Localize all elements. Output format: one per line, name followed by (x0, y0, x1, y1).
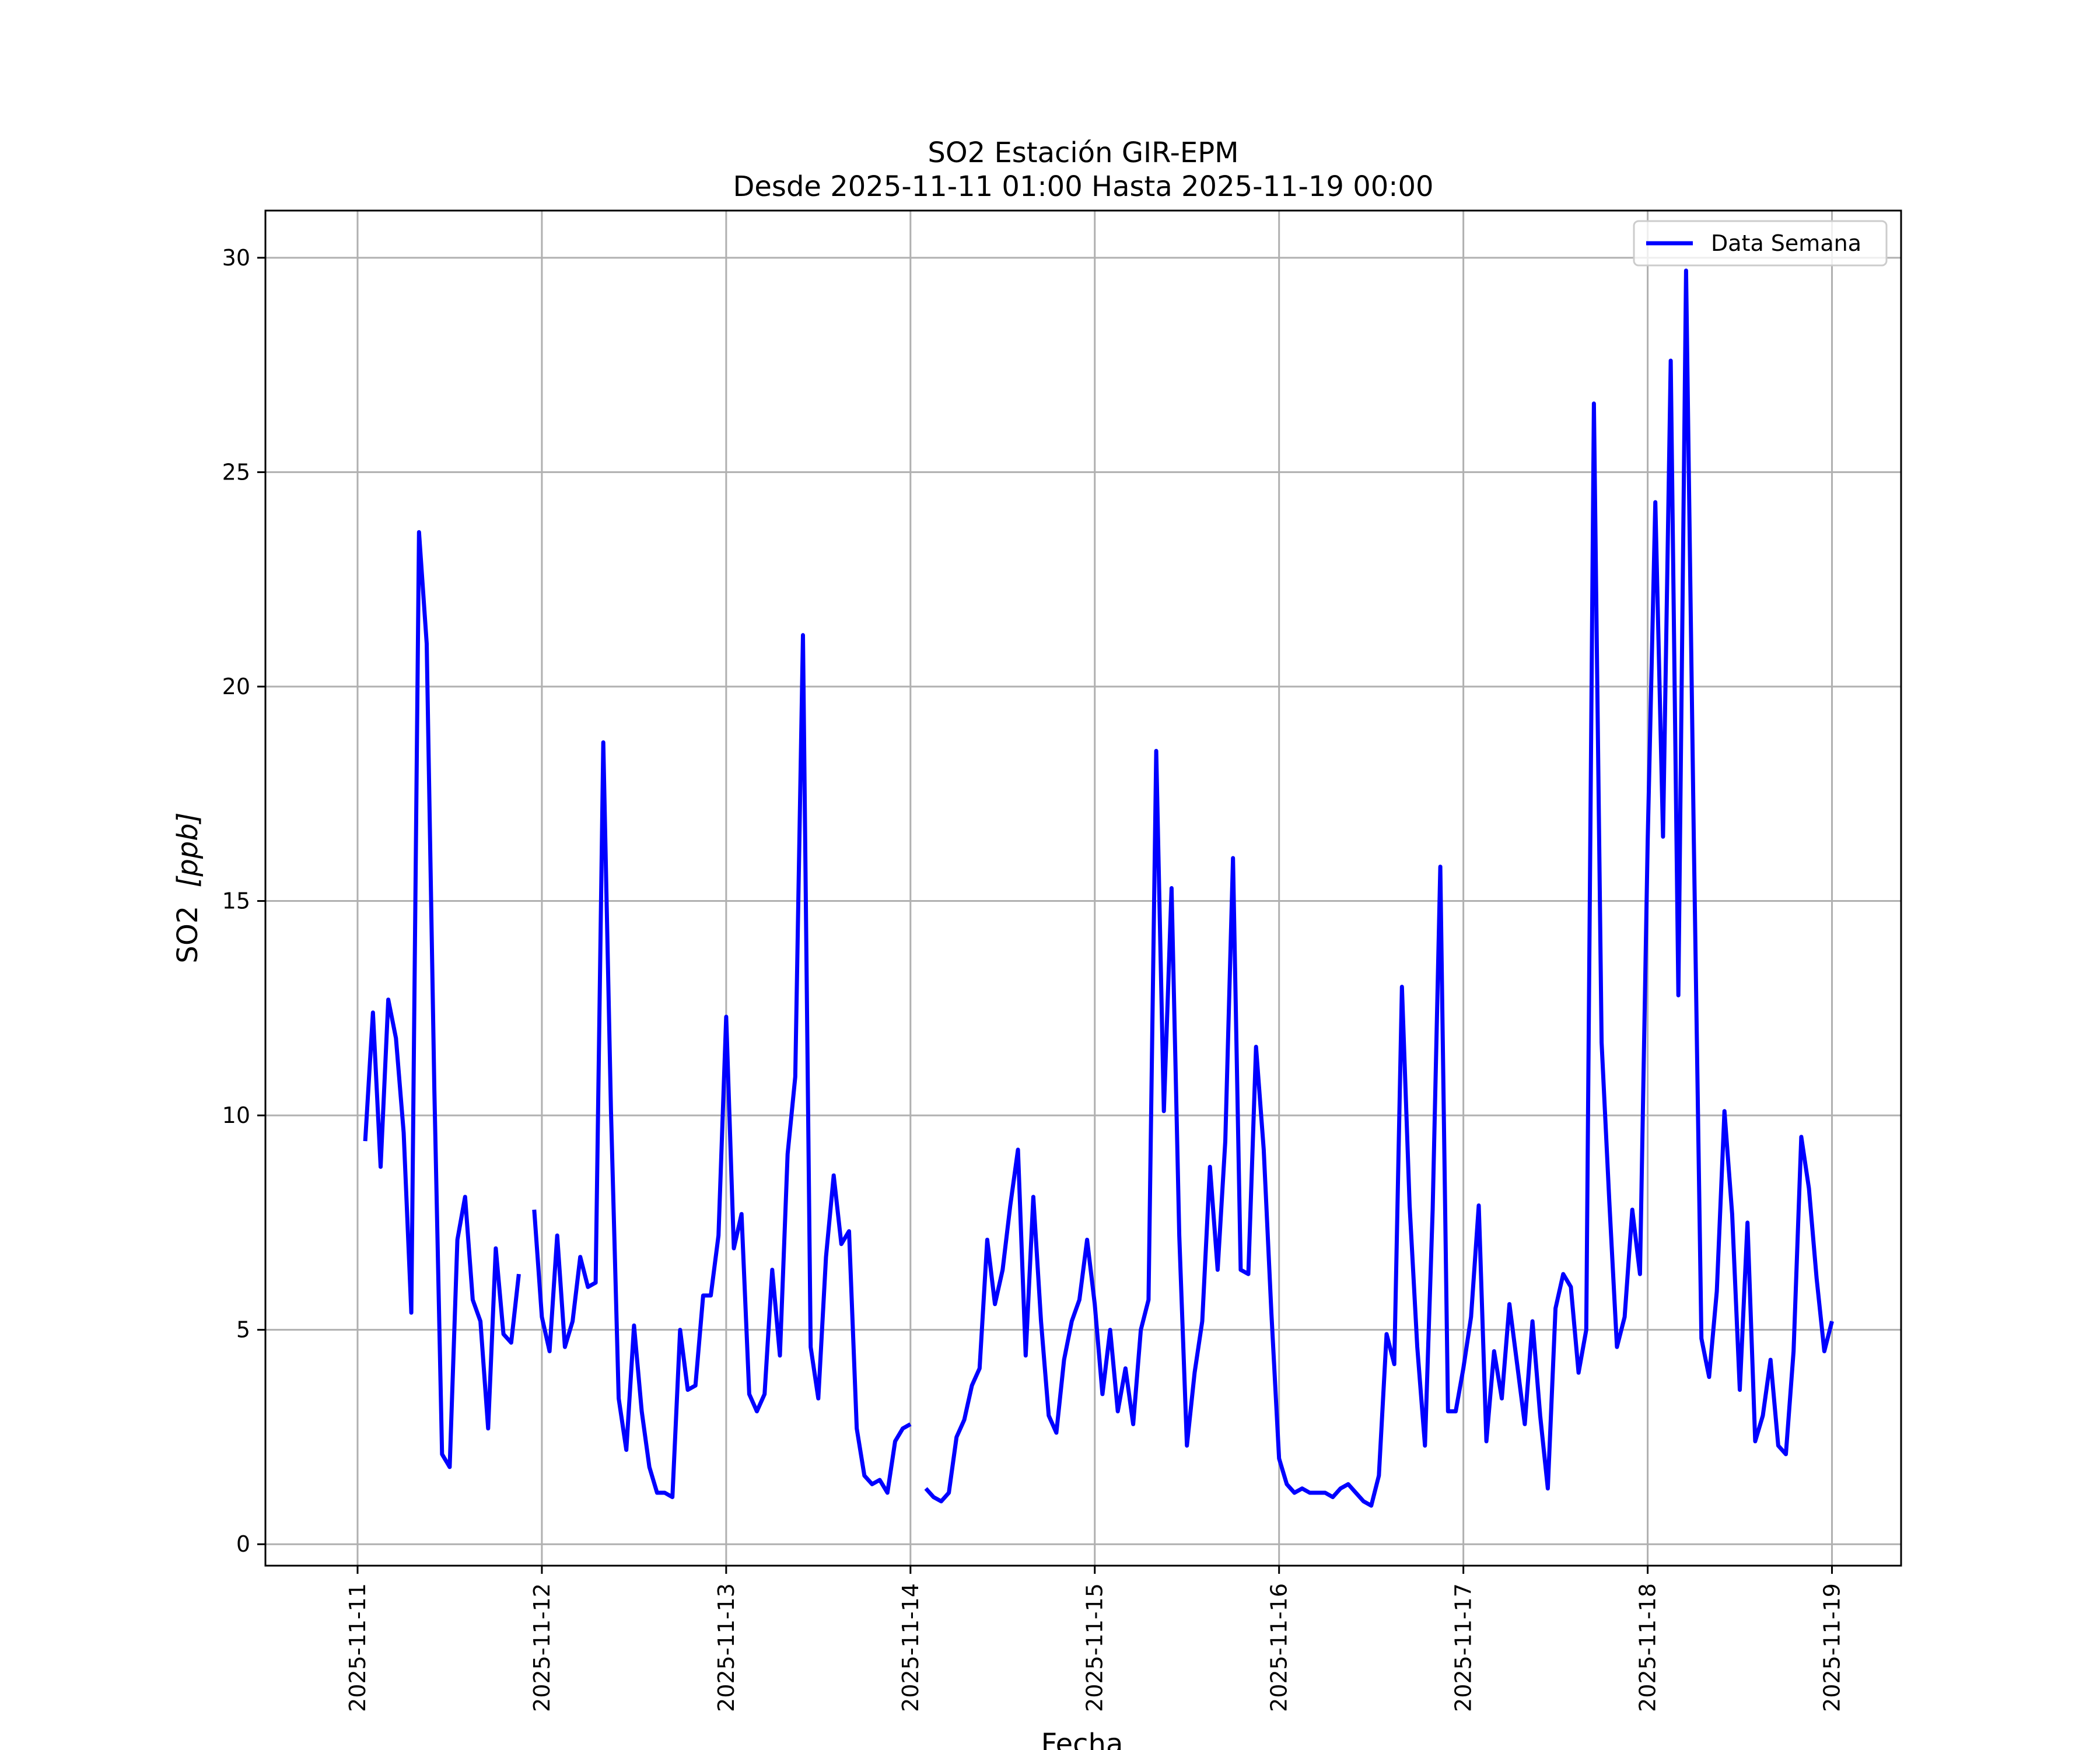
y-tick-label: 10 (222, 1102, 250, 1128)
legend-label: Data Semana (1711, 230, 1861, 256)
y-axis-label-unit: [ppb] (172, 813, 204, 888)
chart-title: SO2 Estación GIR-EPM (928, 136, 1238, 169)
plot-background (265, 211, 1901, 1566)
y-tick-label: 30 (222, 245, 250, 271)
x-tick-label: 2025-11-17 (1451, 1583, 1476, 1712)
x-tick-label: 2025-11-12 (529, 1583, 555, 1712)
y-axis-label-main: SO2 (172, 906, 204, 964)
y-tick-label: 15 (222, 888, 250, 914)
x-tick-label: 2025-11-16 (1266, 1583, 1292, 1712)
chart-subtitle: Desde 2025-11-11 01:00 Hasta 2025-11-19 … (733, 170, 1433, 203)
y-tick-label: 25 (222, 459, 250, 485)
legend-box (1633, 220, 1888, 267)
series-line-data-semana (363, 530, 521, 1469)
y-tick-label: 5 (236, 1317, 250, 1343)
series-line-data-semana (532, 633, 912, 1499)
y-tick-label: 0 (236, 1531, 250, 1557)
y-tick-label: 20 (222, 674, 250, 699)
axis-ticks: 2025-11-11 2025-11-12 2025-11-13 2025-11-14… (222, 245, 1845, 1712)
x-tick-label: 2025-11-11 (345, 1583, 370, 1712)
x-axis-label: Fecha (1041, 1728, 1124, 1750)
series-layer (363, 268, 1834, 1508)
x-tick-label: 2025-11-14 (898, 1583, 923, 1712)
y-axis-label: SO2 [ppb] (172, 813, 204, 964)
x-tick-label: 2025-11-19 (1819, 1583, 1845, 1712)
grid-lines (265, 211, 1901, 1566)
legend: Data Semana (1633, 220, 1888, 267)
x-tick-label: 2025-11-13 (713, 1583, 739, 1712)
plot-frame (264, 209, 1902, 1567)
series-line-data-semana (924, 268, 1834, 1508)
x-tick-label: 2025-11-18 (1635, 1583, 1661, 1712)
x-tick-label: 2025-11-15 (1082, 1583, 1108, 1712)
